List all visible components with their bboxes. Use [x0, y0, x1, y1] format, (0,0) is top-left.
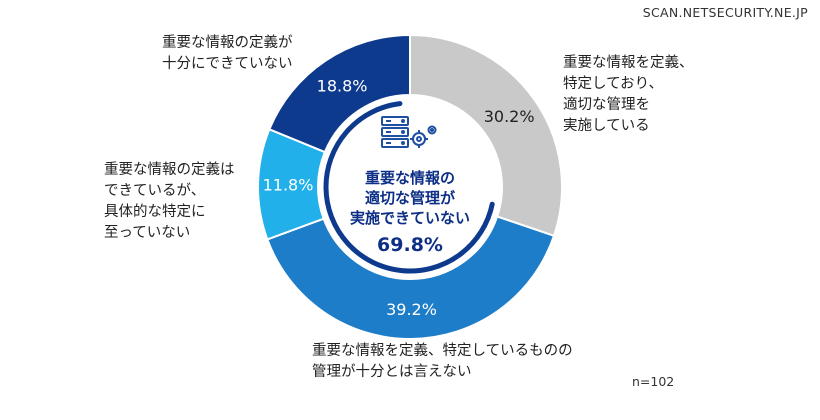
slice-label-line: 実施している [563, 118, 650, 134]
center-line: 重要な情報の [364, 169, 455, 187]
center-summary: 重要な情報の 適切な管理が 実施できていない 69.8% [330, 168, 490, 259]
center-ring [323, 101, 495, 274]
slice-label-line: 重要な情報を定義、 [563, 55, 694, 71]
slice-label-mid: 重要な情報を定義、特定しているものの 管理が十分とは言えない [312, 341, 573, 383]
slice-label-line: 重要な情報の定義が [162, 35, 293, 51]
slice-label-dark: 重要な情報の定義が 十分にできていない [162, 33, 293, 75]
slice-label-line: 十分にできていない [162, 56, 293, 72]
slice-label-line: 管理が十分とは言えない [312, 364, 472, 380]
slice-label-line: 至っていない [104, 225, 191, 241]
slice-label-line: 重要な情報を定義、特定しているものの [312, 343, 573, 359]
slice-label-line: 重要な情報の定義は [104, 162, 235, 178]
slice-value-label-mid: 39.2% [386, 300, 437, 319]
donut-slices [257, 33, 563, 340]
slice-label-line: 具体的な特定に [104, 204, 206, 220]
sample-size: n=102 [632, 374, 675, 389]
slice-value-label-light: 11.8% [263, 176, 314, 195]
slice-value-label-dark: 18.8% [317, 77, 368, 96]
server-gear-icon [381, 116, 437, 148]
slice-label-gray: 重要な情報を定義、 特定しており、 適切な管理を 実施している [563, 53, 694, 137]
center-value: 69.8% [377, 234, 443, 256]
slice-value-label-gray: 30.2% [484, 107, 535, 126]
slice-value-labels: 30.2% 39.2% 11.8% 18.8% [263, 77, 535, 319]
slice-mid [266, 215, 556, 340]
donut-hole [318, 95, 502, 279]
center-line: 実施できていない [349, 209, 470, 227]
slice-label-line: 適切な管理を [563, 97, 650, 113]
slice-label-line: 特定しており、 [563, 76, 664, 92]
source-watermark: SCAN.NETSECURITY.NE.JP [642, 5, 808, 20]
slice-label-light: 重要な情報の定義は できているが、 具体的な特定に 至っていない [104, 160, 235, 244]
center-line: 適切な管理が [364, 189, 455, 207]
slice-label-line: できているが、 [104, 183, 206, 199]
